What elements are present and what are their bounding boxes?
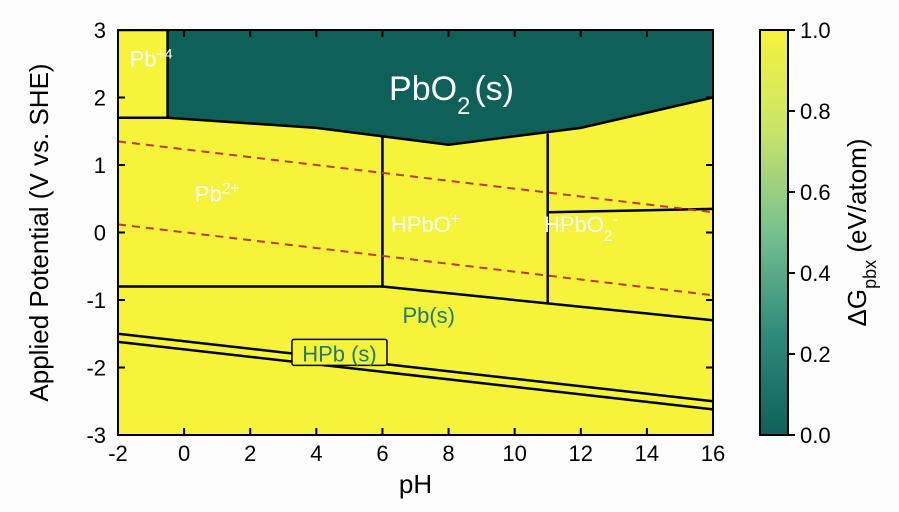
xtick-label: 10 bbox=[502, 441, 526, 466]
colorbar-tick-label: 0.4 bbox=[800, 261, 831, 286]
xtick-label: 14 bbox=[635, 441, 659, 466]
colorbar-tick-label: 0.6 bbox=[800, 180, 831, 205]
ytick-label: 1 bbox=[94, 153, 106, 178]
ytick-label: -1 bbox=[86, 288, 106, 313]
xtick-label: 4 bbox=[310, 441, 322, 466]
ytick-label: -2 bbox=[86, 356, 106, 381]
ytick-label: -3 bbox=[86, 423, 106, 448]
colorbar-tick-label: 0.0 bbox=[800, 423, 831, 448]
xtick-label: -2 bbox=[108, 441, 128, 466]
colorbar bbox=[760, 30, 788, 435]
colorbar-tick-label: 1.0 bbox=[800, 18, 831, 43]
x-axis-label: pH bbox=[399, 469, 432, 499]
ytick-label: 2 bbox=[94, 86, 106, 111]
y-axis-label: Applied Potential (V vs. SHE) bbox=[24, 63, 54, 401]
region-label-6: HPb (s) bbox=[302, 341, 377, 366]
xtick-label: 0 bbox=[178, 441, 190, 466]
colorbar-tick-label: 0.2 bbox=[800, 342, 831, 367]
colorbar-tick-label: 0.8 bbox=[800, 99, 831, 124]
ytick-label: 0 bbox=[94, 221, 106, 246]
colorbar-label: ΔGpbx (eV/atom) bbox=[842, 139, 880, 327]
region-label-3: HPbO+ bbox=[391, 210, 460, 237]
xtick-label: 6 bbox=[376, 441, 388, 466]
xtick-label: 2 bbox=[244, 441, 256, 466]
xtick-label: 12 bbox=[569, 441, 593, 466]
xtick-label: 8 bbox=[442, 441, 454, 466]
region-label-5: Pb(s) bbox=[402, 303, 455, 328]
xtick-label: 16 bbox=[701, 441, 725, 466]
ytick-label: 3 bbox=[94, 18, 106, 43]
